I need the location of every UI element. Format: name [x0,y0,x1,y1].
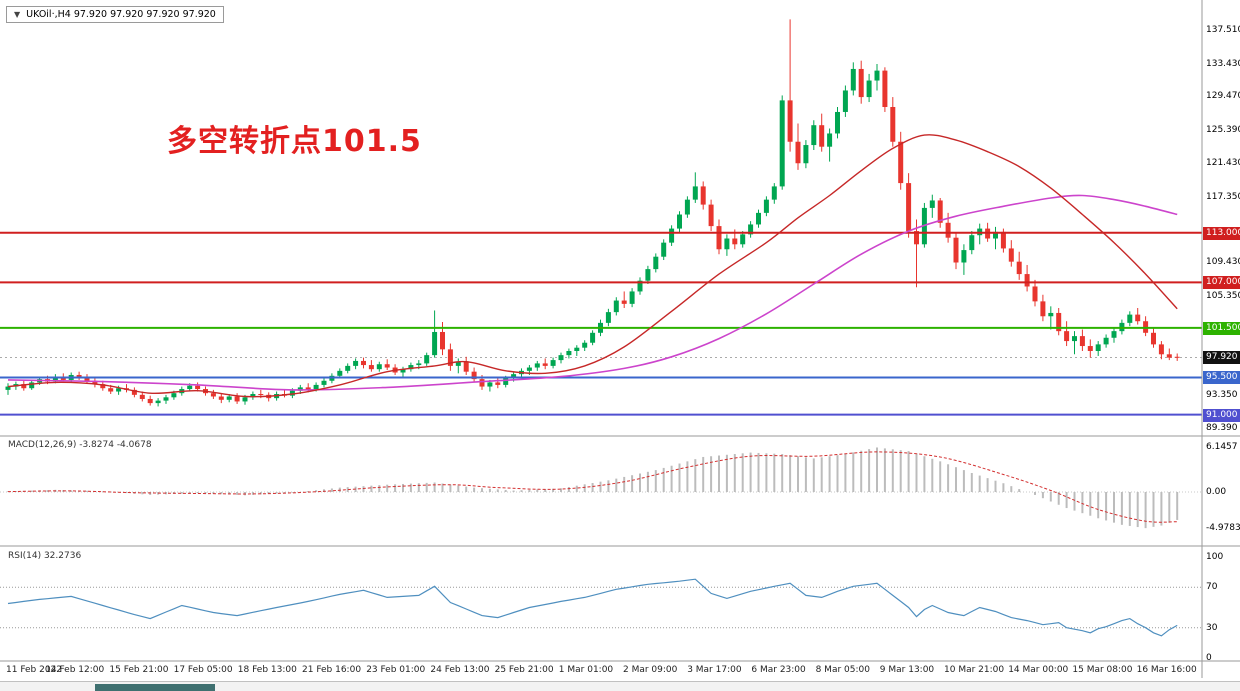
price-axis-label: 125.390 [1206,125,1240,136]
price-axis-label: 121.430 [1206,157,1240,168]
rsi-axis-label: 0 [1206,653,1212,663]
candlesticks [5,19,1180,407]
time-axis-label: 6 Mar 23:00 [751,665,806,675]
rsi-indicator-label: RSI(14) 32.2736 [8,551,82,561]
time-axis-label: 15 Mar 08:00 [1072,665,1133,675]
price-level-tag: 101.500 [1203,321,1240,335]
annotation-text: 多空转折点101.5 [167,124,422,159]
scrollbar-thumb[interactable] [95,684,215,691]
moving-averages [7,134,1178,398]
time-axis-label: 23 Feb 01:00 [366,665,426,675]
rsi-axis-label: 70 [1206,582,1218,593]
time-axis-label: 15 Feb 21:00 [109,665,169,675]
macd-axis-label: -4.9783 [1206,523,1240,534]
rsi-axis-label: 100 [1206,552,1224,562]
time-axis-label: 2 Mar 09:00 [623,665,678,675]
time-axis-label: 10 Mar 21:00 [944,665,1005,675]
rsi-indicator [0,578,1202,637]
price-level-tag: 95.500 [1203,371,1240,385]
macd-axis-label: 0.00 [1206,487,1227,497]
price-axis-label: 109.430 [1206,257,1240,268]
price-axis-label: 137.510 [1206,25,1240,35]
rsi-axis-label: 30 [1206,622,1218,633]
price-level-tag: 107.000 [1203,276,1240,290]
price-axis-label: 105.350 [1206,290,1240,301]
price-level-tag: 113.000 [1203,226,1240,240]
macd-axis-label: 6.1457 [1206,442,1238,453]
time-axis-label: 14 Mar 00:00 [1008,665,1069,675]
time-axis-label: 17 Feb 05:00 [173,665,233,675]
time-axis-label: 16 Mar 16:00 [1136,665,1197,675]
time-axis-label: 24 Feb 13:00 [430,665,490,675]
level-lines [0,231,1202,416]
current-price-tag: 97.920 [1203,351,1240,365]
price-axis-label: 133.430 [1206,58,1240,69]
price-axis-label: 117.350 [1206,191,1240,202]
macd-indicator [0,447,1202,529]
time-axis-label: 8 Mar 05:00 [815,665,870,675]
price-axis-label: 89.390 [1206,423,1238,433]
time-axis-label: 11 Feb 2022 [6,665,63,675]
price-axis-label: 129.470 [1206,91,1240,102]
symbol-info-box[interactable]: ▼ UKOil·,H4 97.920 97.920 97.920 97.920 [6,6,224,23]
chart-collapse-icon[interactable]: ▼ [14,10,21,19]
time-axis-label: 1 Mar 01:00 [558,665,614,675]
time-axis-label: 14 Feb 12:00 [45,665,105,675]
time-axis-label: 25 Feb 21:00 [494,665,554,675]
symbol-ohlc-text: UKOil·,H4 97.920 97.920 97.920 97.920 [26,9,216,20]
macd-indicator-label: MACD(12,26,9) -3.8274 -4.0678 [8,440,152,450]
horizontal-scrollbar[interactable] [0,681,1240,691]
price-axis-label: 93.350 [1206,390,1238,401]
time-axis-label: 21 Feb 16:00 [302,665,362,675]
time-axis-label: 3 Mar 17:00 [687,665,742,675]
time-axis-label: 18 Feb 13:00 [237,665,297,675]
time-axis-label: 9 Mar 13:00 [879,665,935,675]
price-level-tag: 91.000 [1203,408,1240,422]
